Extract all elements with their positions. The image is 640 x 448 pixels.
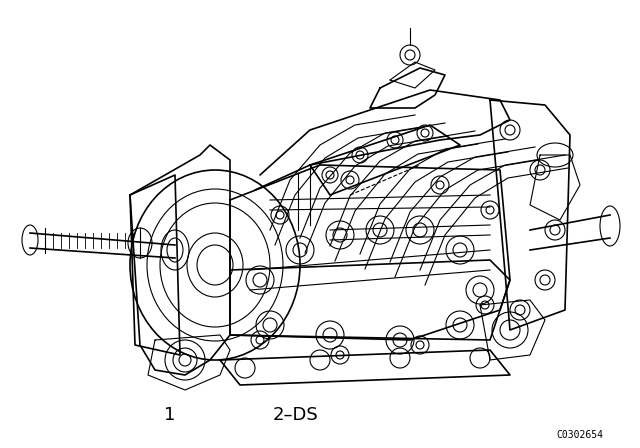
Text: 1: 1 xyxy=(164,406,176,424)
Ellipse shape xyxy=(130,170,300,360)
Text: 2–DS: 2–DS xyxy=(272,406,318,424)
Text: C0302654: C0302654 xyxy=(557,430,604,440)
